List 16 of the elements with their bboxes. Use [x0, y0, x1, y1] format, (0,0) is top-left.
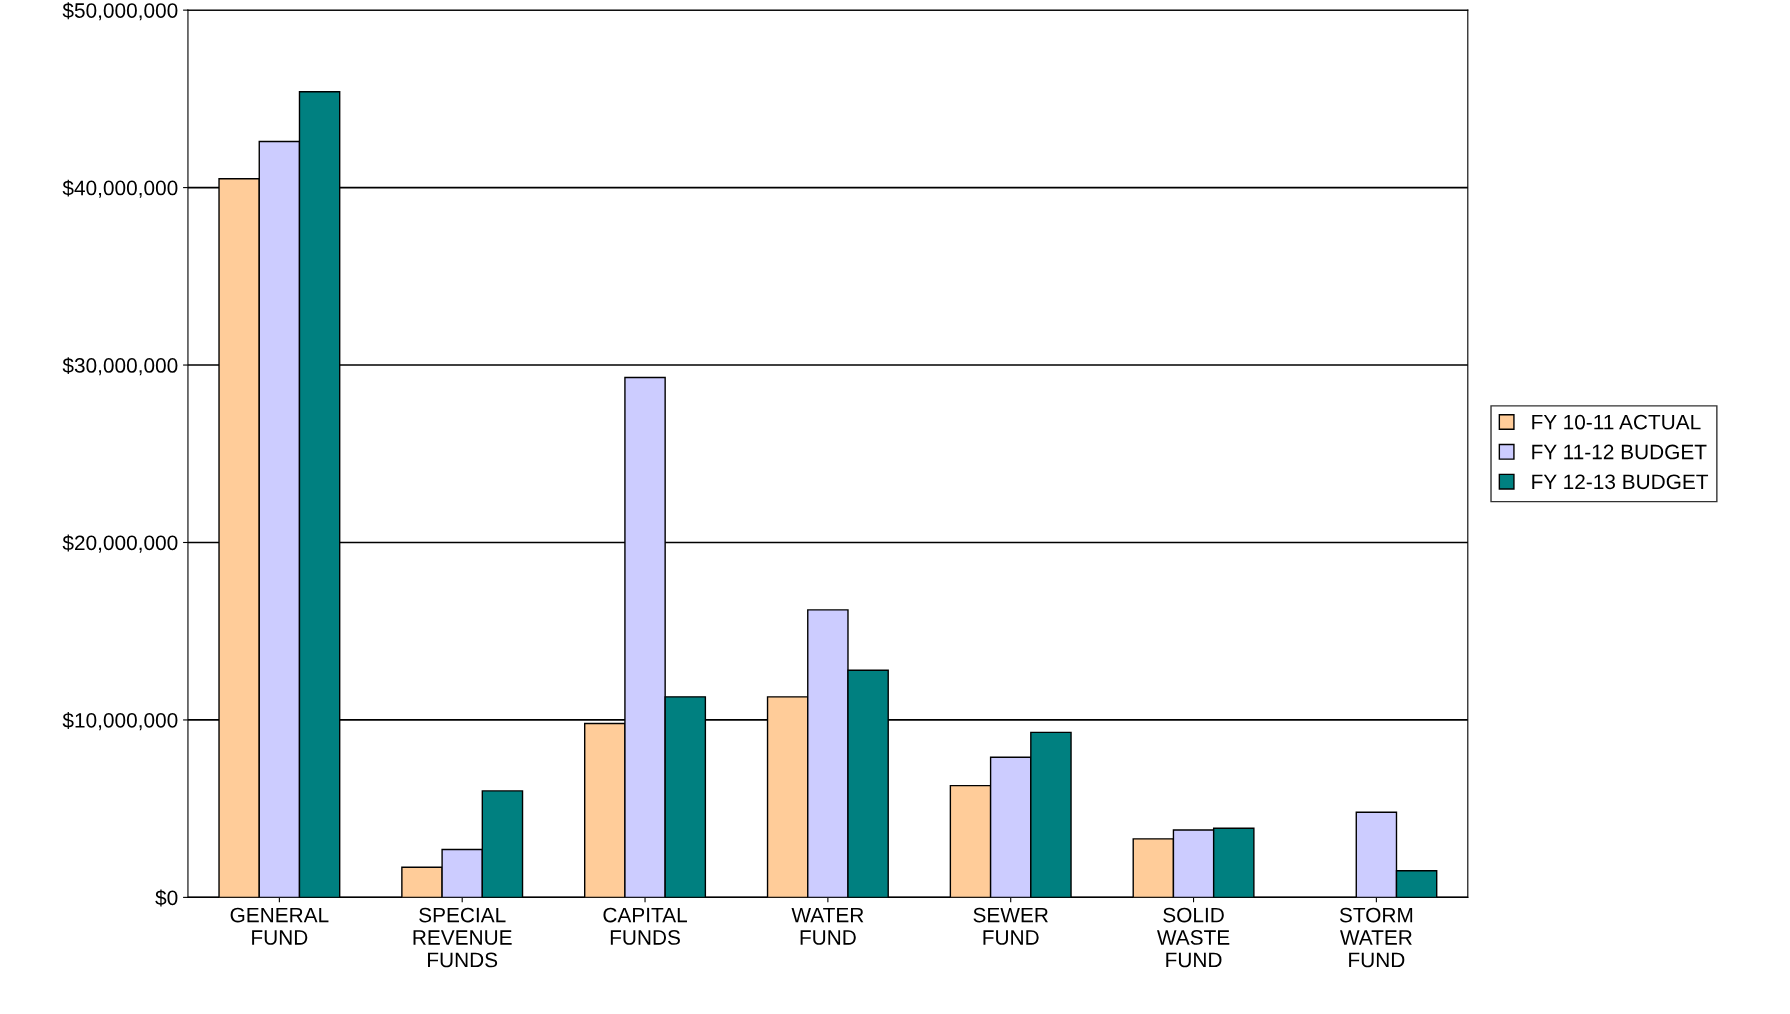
x-tick-label: SEWER FUND [973, 907, 1048, 945]
x-tick-label: WATER FUND [791, 907, 864, 945]
y-tick-label: $30,000,000 [62, 357, 178, 376]
y-tick-label: $40,000,000 [62, 179, 178, 198]
y-tick-label: $50,000,000 [62, 2, 178, 21]
x-tick-label: CAPITAL FUNDS [603, 907, 687, 945]
y-tick-label: $20,000,000 [62, 534, 178, 553]
y-tick-label: $10,000,000 [62, 712, 178, 731]
y-tick-label: $0 [155, 889, 178, 907]
legend-label: FY 12-13 BUDGET [1532, 474, 1709, 490]
legend-label: FY 10-11 ACTUAL [1532, 414, 1701, 430]
legend-label: FY 11-12 BUDGET [1532, 444, 1707, 460]
x-tick-label: GENERAL FUND [230, 907, 329, 945]
x-tick-label: SPECIAL REVENUE FUNDS [413, 907, 512, 968]
x-tick-label: STORM WATER FUND [1339, 907, 1413, 968]
x-tick-label: SOLID WASTE FUND [1156, 907, 1230, 968]
